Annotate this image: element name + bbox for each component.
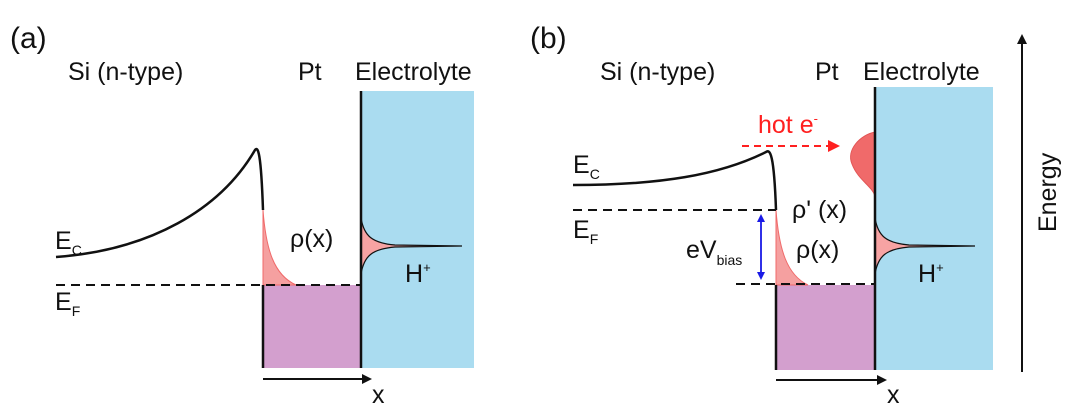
panel-b-bias-label: eVbias xyxy=(686,236,742,268)
panel-a-electrolyte-region xyxy=(361,91,474,368)
panel-b-rho-prime-density xyxy=(850,131,876,197)
panel-b-electrolyte-region xyxy=(875,87,993,370)
panel-b-rho-prime-label: ρ' (x) xyxy=(792,196,847,224)
panel-a-conduction-band xyxy=(55,147,265,259)
panel-b-label: (b) xyxy=(530,22,567,55)
panel-a: (a) Si (n-type) Pt Electrolyte EC EF ρ(x… xyxy=(10,22,474,403)
panel-a-pt-label: Pt xyxy=(298,58,322,86)
panel-a-x-label: x xyxy=(372,381,385,403)
energy-axis-label: Energy xyxy=(1034,152,1062,232)
panel-b-ef-label: EF xyxy=(573,216,598,247)
panel-b-proton-state xyxy=(874,217,976,275)
panel-b-x-label: x xyxy=(887,381,900,403)
panel-b-pt-filled-states xyxy=(776,285,875,370)
panel-b: (b) Si (n-type) Pt Electrolyte EC EF eVb… xyxy=(530,22,993,403)
panel-a-pt-filled-states xyxy=(263,285,361,368)
panel-a-proton-state xyxy=(360,217,463,275)
panel-b-si-label: Si (n-type) xyxy=(600,58,715,86)
panel-b-ec-label: EC xyxy=(573,151,600,182)
panel-b-rho-density xyxy=(775,209,809,286)
panel-a-electrolyte-label: Electrolyte xyxy=(355,58,472,86)
panel-b-conduction-band xyxy=(572,150,778,211)
panel-a-ec-label: EC xyxy=(55,227,82,258)
energy-axis: Energy xyxy=(1017,34,1062,372)
panel-a-proton-label: H+ xyxy=(405,260,431,288)
panel-a-si-label: Si (n-type) xyxy=(68,58,183,86)
panel-b-pt-label: Pt xyxy=(815,58,839,86)
panel-b-proton-label: H+ xyxy=(918,260,944,288)
panel-a-rho-label: ρ(x) xyxy=(290,225,333,253)
panel-a-ef-label: EF xyxy=(55,288,80,319)
panel-a-label: (a) xyxy=(10,22,47,55)
panel-b-hot-electron-label: hot e- xyxy=(758,111,818,139)
panel-b-electrolyte-label: Electrolyte xyxy=(863,58,980,86)
panel-b-rho-label: ρ(x) xyxy=(796,236,839,264)
panel-a-rho-density xyxy=(262,209,297,286)
